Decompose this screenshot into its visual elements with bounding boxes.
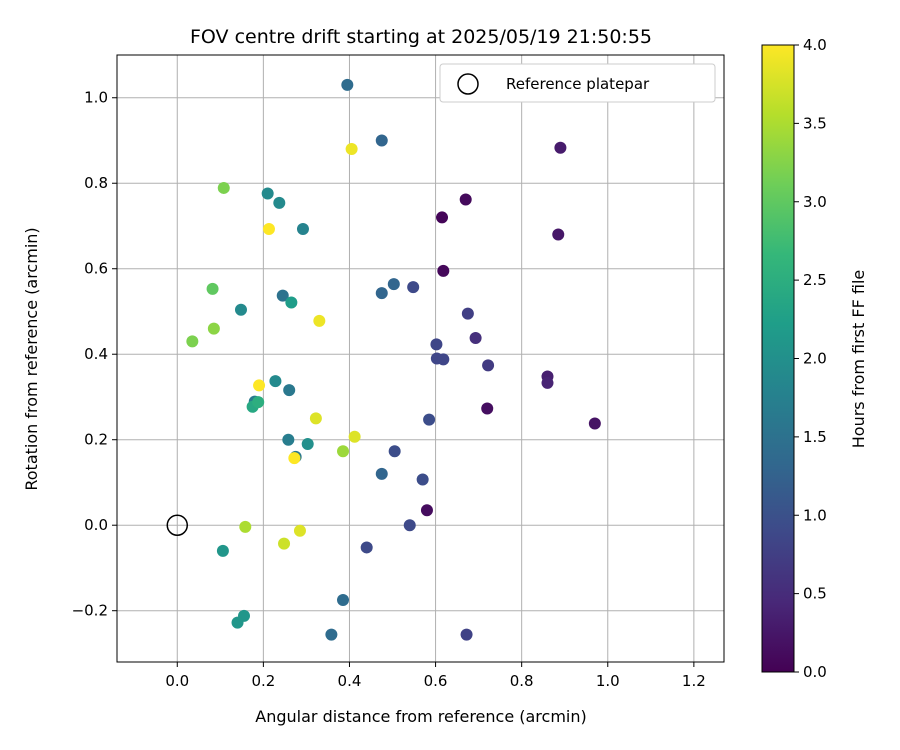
legend-box (439, 63, 716, 103)
plot-frame (116, 54, 725, 663)
data-point (437, 264, 450, 277)
data-point (469, 331, 482, 344)
data-point (345, 143, 358, 156)
data-point (231, 616, 244, 629)
data-point (554, 141, 567, 154)
x-tick-label: 0.0 (165, 672, 189, 690)
colorbar: 0.0 0.5 1.0 1.5 2.0 2.5 3.0 3.5 4.0 Hours from f… (761, 36, 868, 681)
data-point (416, 473, 429, 486)
data-point (403, 519, 416, 532)
data-point (423, 413, 436, 426)
data-point (460, 628, 473, 641)
data-point (278, 537, 291, 550)
y-tick-label: −0.2 (72, 602, 108, 620)
x-tick-label: 0.8 (510, 672, 534, 690)
data-point (206, 282, 219, 295)
y-tick-label: 0.8 (84, 174, 108, 192)
y-tick-label: 0.2 (84, 431, 108, 449)
data-point (288, 452, 301, 465)
data-point (282, 433, 295, 446)
data-point (285, 296, 298, 309)
colorbar-tick-label: 4.0 (803, 36, 827, 54)
data-point (273, 196, 286, 209)
data-point (207, 322, 220, 335)
data-point (430, 338, 443, 351)
x-axis-ticks: 0.0 0.2 0.4 0.6 0.8 1.0 1.2 (165, 662, 706, 690)
data-point (348, 430, 361, 443)
data-point (261, 187, 274, 200)
data-points (186, 78, 601, 641)
data-point (253, 379, 266, 392)
data-point (481, 402, 494, 415)
y-tick-label: 1.0 (84, 89, 108, 107)
data-point (239, 520, 252, 533)
data-point (360, 541, 373, 554)
data-point (217, 181, 230, 194)
data-point (541, 376, 554, 389)
reference-platepar-marker (166, 514, 189, 536)
data-point (216, 544, 229, 557)
data-point (375, 287, 388, 300)
colorbar-tick-label: 3.5 (803, 114, 827, 132)
data-point (387, 278, 400, 291)
x-tick-label: 0.2 (251, 672, 275, 690)
data-point (436, 211, 449, 224)
x-axis-label: Angular distance from reference (arcmin) (255, 707, 586, 726)
colorbar-tick-label: 2.5 (803, 271, 827, 289)
colorbar-ticks: 0.0 0.5 1.0 1.5 2.0 2.5 3.0 3.5 4.0 (794, 36, 827, 681)
y-tick-label: 0.0 (84, 516, 108, 534)
y-axis-ticks: −0.2 0.0 0.2 0.4 0.6 0.8 1.0 (72, 89, 117, 620)
data-point (337, 445, 350, 458)
colorbar-tick-label: 2.0 (803, 350, 827, 368)
data-point (420, 504, 433, 517)
data-point (461, 307, 474, 320)
grid-lines (117, 55, 724, 662)
data-point (552, 228, 565, 241)
colorbar-tick-label: 1.5 (803, 428, 827, 446)
data-point (276, 289, 289, 302)
data-point (325, 628, 338, 641)
data-point (234, 303, 247, 316)
data-point (337, 594, 350, 607)
data-point (588, 417, 601, 430)
colorbar-tick-label: 3.0 (803, 193, 827, 211)
legend: Reference platepar (439, 63, 716, 103)
data-point (375, 134, 388, 147)
data-point (301, 437, 314, 450)
x-tick-label: 0.6 (424, 672, 448, 690)
colorbar-tick-label: 0.5 (803, 585, 827, 603)
y-tick-label: 0.6 (84, 260, 108, 278)
data-point (283, 384, 296, 397)
y-tick-label: 0.4 (84, 345, 108, 363)
colorbar-tick-label: 0.0 (803, 663, 827, 681)
colorbar-tick-label: 1.0 (803, 506, 827, 524)
data-point (437, 353, 450, 366)
data-point (482, 359, 495, 372)
x-tick-label: 1.2 (682, 672, 706, 690)
colorbar-label: Hours from first FF file (849, 270, 868, 449)
x-tick-label: 0.4 (338, 672, 362, 690)
data-point (262, 222, 275, 235)
data-point (459, 193, 472, 206)
data-point (186, 335, 199, 348)
legend-label: Reference platepar (506, 75, 650, 93)
data-point (293, 524, 306, 537)
data-point (407, 281, 420, 294)
data-point (375, 467, 388, 480)
data-point (269, 375, 282, 388)
data-point (309, 412, 322, 425)
data-point (296, 222, 309, 235)
colorbar-scale (761, 44, 795, 673)
y-axis-label: Rotation from reference (arcmin) (22, 227, 41, 490)
x-tick-label: 1.0 (596, 672, 620, 690)
data-point (341, 78, 354, 91)
legend-reference-marker (457, 73, 479, 95)
data-point (313, 314, 326, 327)
data-point (388, 445, 401, 458)
data-point (252, 396, 265, 409)
chart-title: FOV centre drift starting at 2025/05/19 … (190, 26, 652, 48)
